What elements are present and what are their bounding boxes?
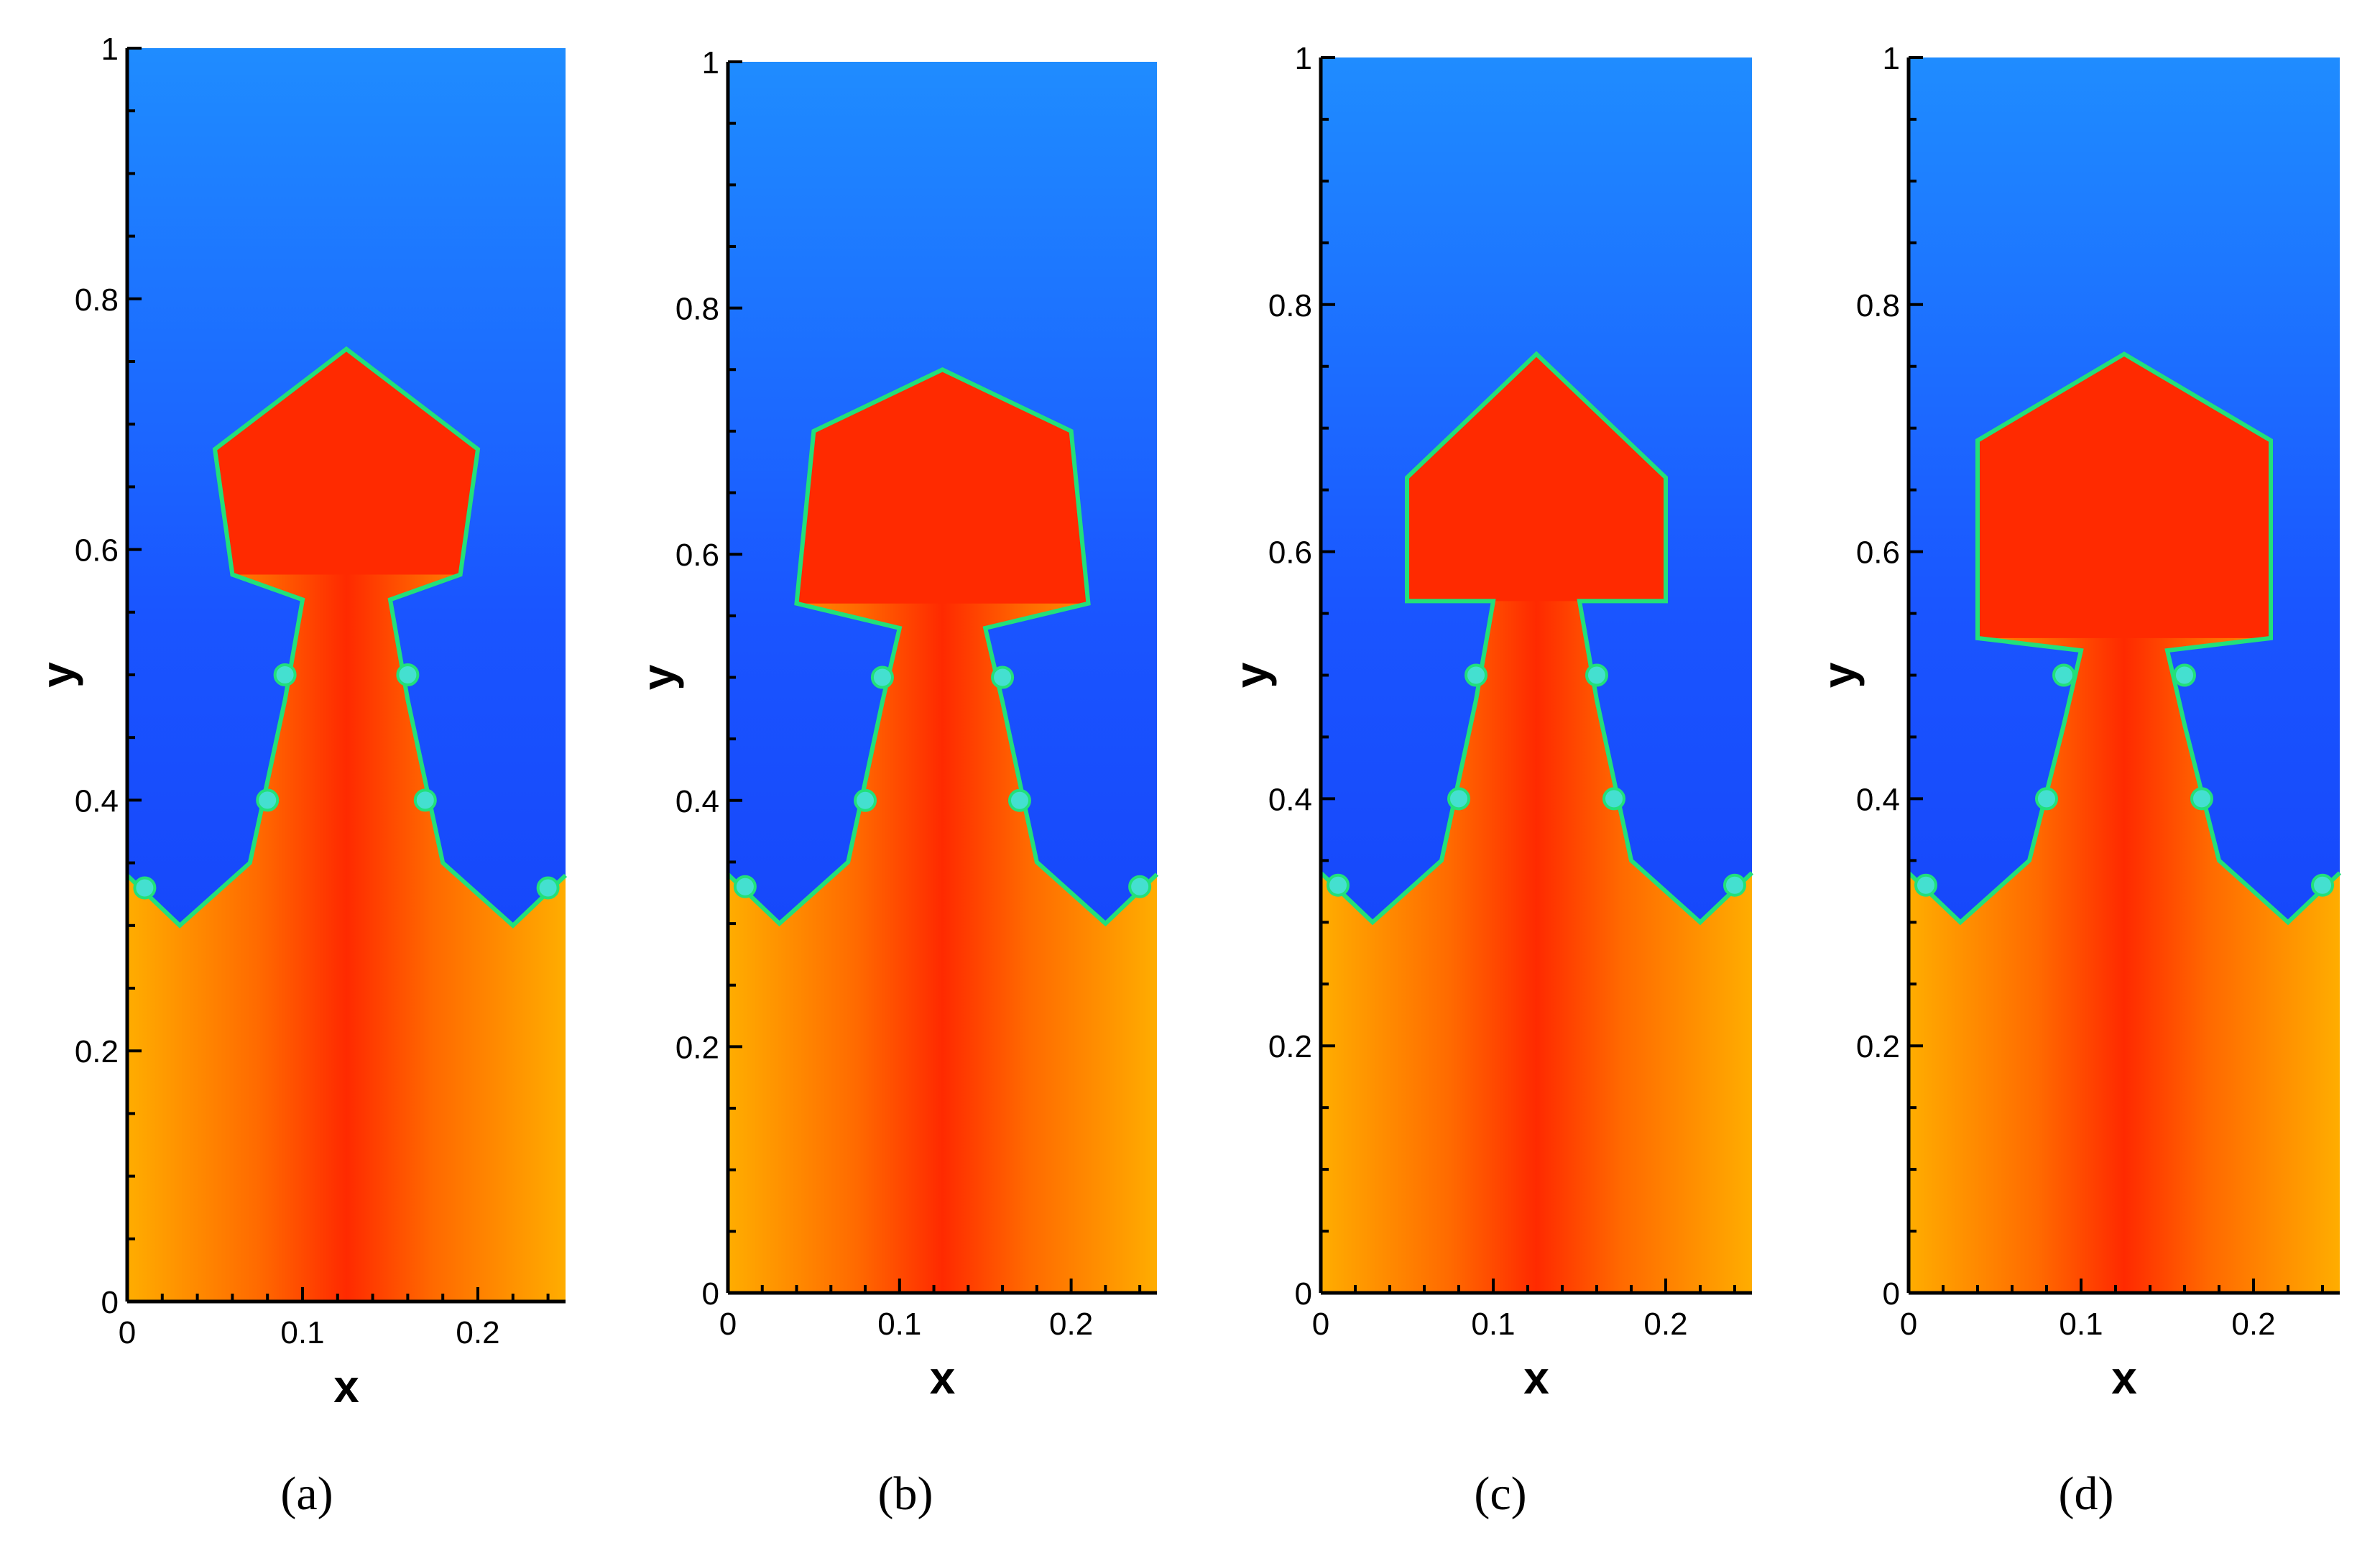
light-fluid-region <box>127 349 566 1302</box>
x-tick-label: 0.2 <box>456 1315 499 1350</box>
vortex-roll <box>2190 787 2213 811</box>
y-tick-label: 0 <box>1295 1276 1312 1312</box>
vortex-roll <box>396 663 420 686</box>
vortex-roll <box>1128 875 1152 898</box>
y-tick-label: 0.2 <box>675 1030 719 1065</box>
y-tick-label: 1 <box>101 32 119 67</box>
x-tick-label: 0.1 <box>2059 1307 2103 1342</box>
x-tick-label: 0 <box>119 1315 136 1350</box>
panel-b: 0 0.2 0.4 0.6 0.8 1 0 0.1 0.2 x y (b) <box>632 45 1159 1520</box>
y-tick-label: 0.2 <box>75 1034 119 1069</box>
y-axis-label: y <box>632 664 684 690</box>
y-tick-label: 1 <box>702 45 719 80</box>
x-tick-label: 0 <box>719 1307 737 1342</box>
vortex-roll <box>733 875 757 898</box>
x-axis-label: x <box>333 1360 359 1412</box>
bubble-cap <box>1978 354 2271 638</box>
vortex-roll <box>1602 787 1625 811</box>
x-axis-label: x <box>930 1352 956 1404</box>
y-axis-label: y <box>1225 662 1277 688</box>
panel-a: 0 0.2 0.4 0.6 0.8 1 0 0.1 0.2 x y (a) <box>32 32 568 1520</box>
y-tick-label: 0 <box>101 1285 119 1320</box>
y-tick-label: 0.8 <box>675 292 719 327</box>
panel-d: 0 0.2 0.4 0.6 0.8 1 0 0.1 0.2 x y (d) <box>1813 41 2342 1520</box>
vortex-roll <box>1914 873 1937 897</box>
y-axis-label: y <box>1813 662 1865 688</box>
vortex-roll <box>1723 873 1746 897</box>
vortex-roll <box>2052 663 2075 687</box>
x-tick-label: 0 <box>1312 1307 1329 1342</box>
y-tick-label: 0.2 <box>1856 1029 1900 1064</box>
vortex-roll <box>1447 787 1470 811</box>
y-tick-label: 0.8 <box>1268 288 1312 323</box>
panel-c: 0 0.2 0.4 0.6 0.8 1 0 0.1 0.2 x y (c) <box>1225 41 1754 1520</box>
vortex-roll <box>991 665 1015 689</box>
vortex-roll <box>2035 787 2058 811</box>
y-tick-label: 1 <box>1883 41 1900 76</box>
vortex-roll <box>1007 788 1031 812</box>
y-tick-label: 0.6 <box>1268 535 1312 571</box>
y-tick-label: 0 <box>1883 1276 1900 1312</box>
y-tick-label: 0.6 <box>75 533 119 568</box>
y-tick-label: 0.2 <box>1268 1029 1312 1064</box>
interface-line <box>1906 351 2342 926</box>
y-tick-label: 0 <box>702 1276 719 1312</box>
vortex-roll <box>854 788 877 812</box>
vortex-roll <box>870 665 894 689</box>
y-tick-label: 1 <box>1295 41 1312 76</box>
x-tick-label: 0.1 <box>877 1307 921 1342</box>
y-tick-label: 0.4 <box>675 784 719 819</box>
y-tick-label: 0.4 <box>1856 782 1900 817</box>
x-tick-label: 0.2 <box>1049 1307 1093 1342</box>
vortex-roll <box>133 876 157 900</box>
y-axis-label: y <box>32 662 83 688</box>
x-tick-label: 0.1 <box>280 1315 324 1350</box>
y-tick-label: 0.4 <box>75 783 119 819</box>
x-tick-label: 0.1 <box>1471 1307 1515 1342</box>
x-tick-label: 0.2 <box>2231 1307 2275 1342</box>
y-tick-label: 0.8 <box>75 282 119 318</box>
vortex-roll <box>1585 663 1608 687</box>
x-axis-label: x <box>2111 1352 2137 1404</box>
y-tick-label: 0.4 <box>1268 782 1312 817</box>
vortex-roll <box>2173 663 2196 687</box>
bubble-cap <box>1407 354 1666 602</box>
panel-caption: (b) <box>878 1468 933 1520</box>
x-tick-label: 0 <box>1900 1307 1917 1342</box>
bubble-cap <box>796 369 1089 604</box>
vortex-roll <box>1465 663 1488 687</box>
bubble-cap <box>215 349 478 575</box>
panel-caption: (c) <box>1474 1468 1526 1520</box>
vortex-roll <box>256 788 280 812</box>
panel-caption: (a) <box>280 1468 333 1520</box>
y-tick-label: 0.6 <box>675 538 719 573</box>
vortex-roll <box>413 788 437 812</box>
vortex-roll <box>2311 873 2334 897</box>
y-tick-label: 0.8 <box>1856 288 1900 323</box>
x-axis-label: x <box>1523 1352 1549 1404</box>
vortex-roll <box>273 663 297 686</box>
vortex-roll <box>536 876 560 900</box>
x-tick-label: 0.2 <box>1643 1307 1687 1342</box>
y-tick-label: 0.6 <box>1856 535 1900 571</box>
vortex-roll <box>1327 873 1350 897</box>
panel-caption: (d) <box>2059 1468 2114 1520</box>
